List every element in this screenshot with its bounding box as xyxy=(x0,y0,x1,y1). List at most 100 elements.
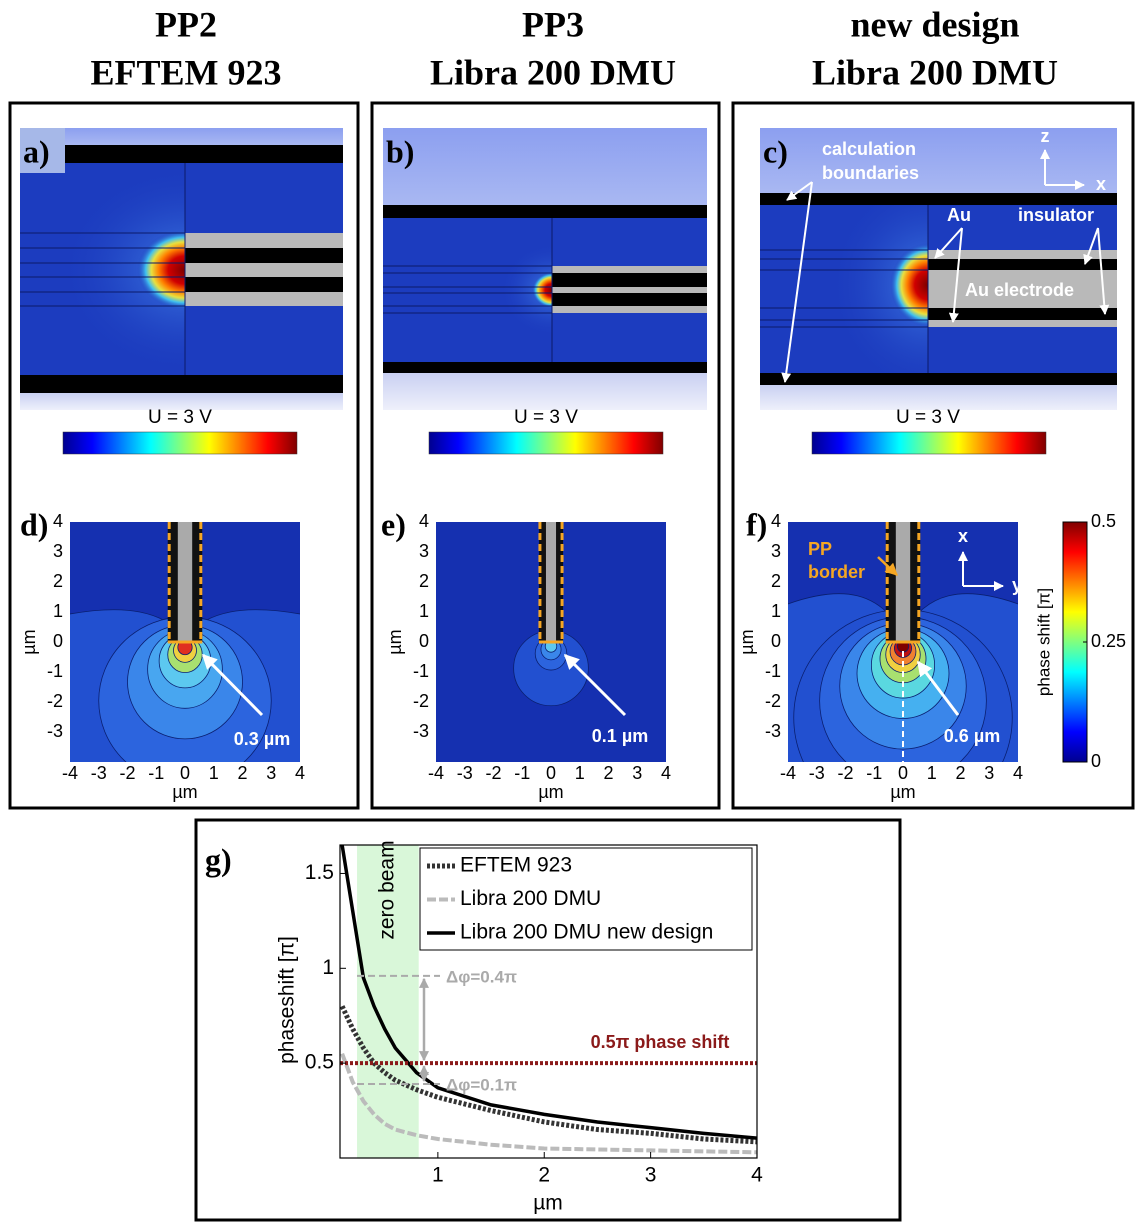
legend-label: EFTEM 923 xyxy=(460,854,572,877)
layer xyxy=(928,259,1117,270)
panel-frame xyxy=(8,101,360,810)
y-axis-label: phaseshift [π] xyxy=(276,936,299,1064)
caption: U = 3 V xyxy=(514,407,578,428)
x-tick-label: -4 xyxy=(428,763,444,783)
x-tick-label: -3 xyxy=(457,763,473,783)
x-tick-label: 0 xyxy=(180,763,190,783)
contour-plot xyxy=(70,522,300,762)
y-tick-label: 0.5 xyxy=(305,1051,334,1074)
layer xyxy=(928,250,1117,259)
x-tick-label: 1 xyxy=(432,1164,444,1187)
annotation: Au electrode xyxy=(965,280,1074,300)
y-tick-label: 0 xyxy=(419,631,429,651)
band-label: zero beam xyxy=(375,840,398,939)
panel-label: d) xyxy=(20,506,48,542)
arrow xyxy=(201,653,264,717)
halo xyxy=(829,205,928,373)
y-tick-label: 1 xyxy=(771,601,781,621)
y-axis-label: µm xyxy=(385,629,405,654)
y-tick-label: -3 xyxy=(765,721,781,741)
arrow xyxy=(786,181,813,201)
y-tick-label: 0 xyxy=(53,631,63,651)
annotation: Au xyxy=(947,205,971,225)
hotspot xyxy=(137,230,185,310)
arrow xyxy=(1083,227,1099,265)
x-tick-label: 1 xyxy=(927,763,937,783)
x-tick-label: 1 xyxy=(575,763,585,783)
annotation: calculation xyxy=(822,139,916,159)
x-tick-label: -2 xyxy=(837,763,853,783)
y-axis-label: µm xyxy=(737,629,757,654)
layer xyxy=(928,270,1117,308)
axis-letter: x xyxy=(1096,174,1106,194)
x-tick-label: 2 xyxy=(603,763,613,783)
panel-frame xyxy=(194,818,902,1222)
reference-label: 0.5π phase shift xyxy=(591,1032,730,1052)
x-axis-label: µm xyxy=(890,782,915,802)
panel-label: g) xyxy=(205,841,232,877)
arrow xyxy=(563,653,627,717)
x-tick-label: 3 xyxy=(984,763,994,783)
y-tick-label: 3 xyxy=(419,541,429,561)
x-tick-label: 2 xyxy=(538,1164,550,1187)
pp-electrode xyxy=(545,522,557,642)
y-tick-label: 0 xyxy=(771,631,781,651)
column-title: new design xyxy=(850,4,1019,44)
arrow xyxy=(877,556,898,576)
x-tick-label: 4 xyxy=(751,1164,763,1187)
series-line xyxy=(340,1005,757,1145)
legend-label: Libra 200 DMU new design xyxy=(460,921,713,944)
sky xyxy=(20,128,343,145)
annotation: boundaries xyxy=(822,163,919,183)
y-tick-label: -3 xyxy=(413,721,429,741)
axis-letter: y xyxy=(1012,575,1022,595)
boundary xyxy=(20,145,343,163)
layer xyxy=(185,248,343,263)
y-tick-label: -2 xyxy=(413,691,429,711)
y-tick-label: -2 xyxy=(765,691,781,711)
x-tick-label: -1 xyxy=(514,763,530,783)
x-tick-label: -1 xyxy=(148,763,164,783)
colorbar xyxy=(62,431,298,455)
colorbar xyxy=(428,431,664,455)
pp-border xyxy=(885,522,921,642)
pp-electrode xyxy=(895,522,911,642)
panel-label: c) xyxy=(763,133,788,169)
layer xyxy=(552,287,707,293)
colorbar-tick-label: 0 xyxy=(1091,751,1101,771)
caption: U = 3 V xyxy=(148,407,212,428)
fade xyxy=(760,385,1117,410)
colorbar-tick-label: 0.25 xyxy=(1091,631,1126,651)
legend-label: Libra 200 DMU xyxy=(460,887,601,910)
halo xyxy=(60,166,185,374)
y-tick-label: 1 xyxy=(53,601,63,621)
column-subtitle: Libra 200 DMU xyxy=(430,52,676,92)
layer xyxy=(185,233,343,248)
hotspot xyxy=(890,243,928,327)
y-tick-label: -2 xyxy=(47,691,63,711)
y-tick-label: -1 xyxy=(47,661,63,681)
y-axis-label: µm xyxy=(19,629,39,654)
x-tick-label: -4 xyxy=(62,763,78,783)
boundary xyxy=(760,373,1117,385)
boundary xyxy=(383,362,707,373)
y-tick-label: 2 xyxy=(419,571,429,591)
x-tick-label: -2 xyxy=(485,763,501,783)
x-axis-label: µm xyxy=(533,1192,563,1215)
fade xyxy=(383,373,707,410)
panel-label: b) xyxy=(386,133,414,169)
x-tick-label: 2 xyxy=(955,763,965,783)
y-tick-label: -3 xyxy=(47,721,63,741)
arrow xyxy=(916,660,960,716)
column-title: PP2 xyxy=(155,4,217,44)
arrow xyxy=(934,227,963,259)
series-line xyxy=(340,1052,757,1155)
x-tick-label: 4 xyxy=(661,763,671,783)
panel-frame xyxy=(731,101,1135,810)
layer xyxy=(552,306,707,313)
arrow xyxy=(781,181,813,383)
y-tick-label: 4 xyxy=(53,511,63,531)
contour-plot xyxy=(788,522,1018,762)
layer xyxy=(185,277,343,292)
